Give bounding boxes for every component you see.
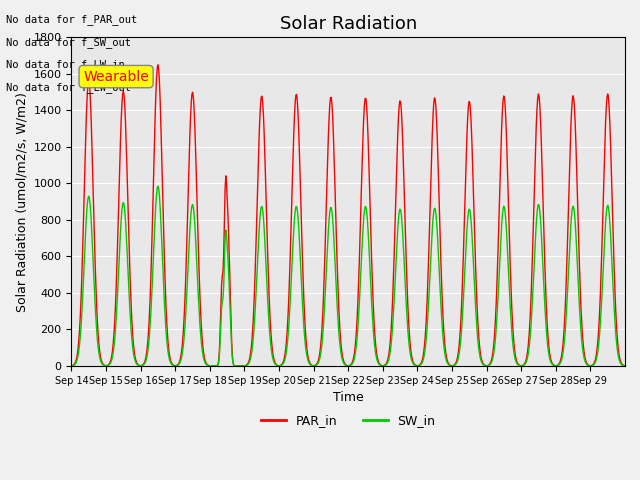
Text: No data for f_LW_in: No data for f_LW_in	[6, 60, 125, 71]
Text: Wearable: Wearable	[83, 70, 149, 84]
Text: No data for f_PAR_out: No data for f_PAR_out	[6, 14, 138, 25]
Legend: PAR_in, SW_in: PAR_in, SW_in	[256, 409, 440, 432]
Text: No data for f_LW_out: No data for f_LW_out	[6, 82, 131, 93]
X-axis label: Time: Time	[333, 391, 364, 404]
Text: No data for f_SW_out: No data for f_SW_out	[6, 37, 131, 48]
Y-axis label: Solar Radiation (umol/m2/s, W/m2): Solar Radiation (umol/m2/s, W/m2)	[15, 92, 28, 312]
Title: Solar Radiation: Solar Radiation	[280, 15, 417, 33]
